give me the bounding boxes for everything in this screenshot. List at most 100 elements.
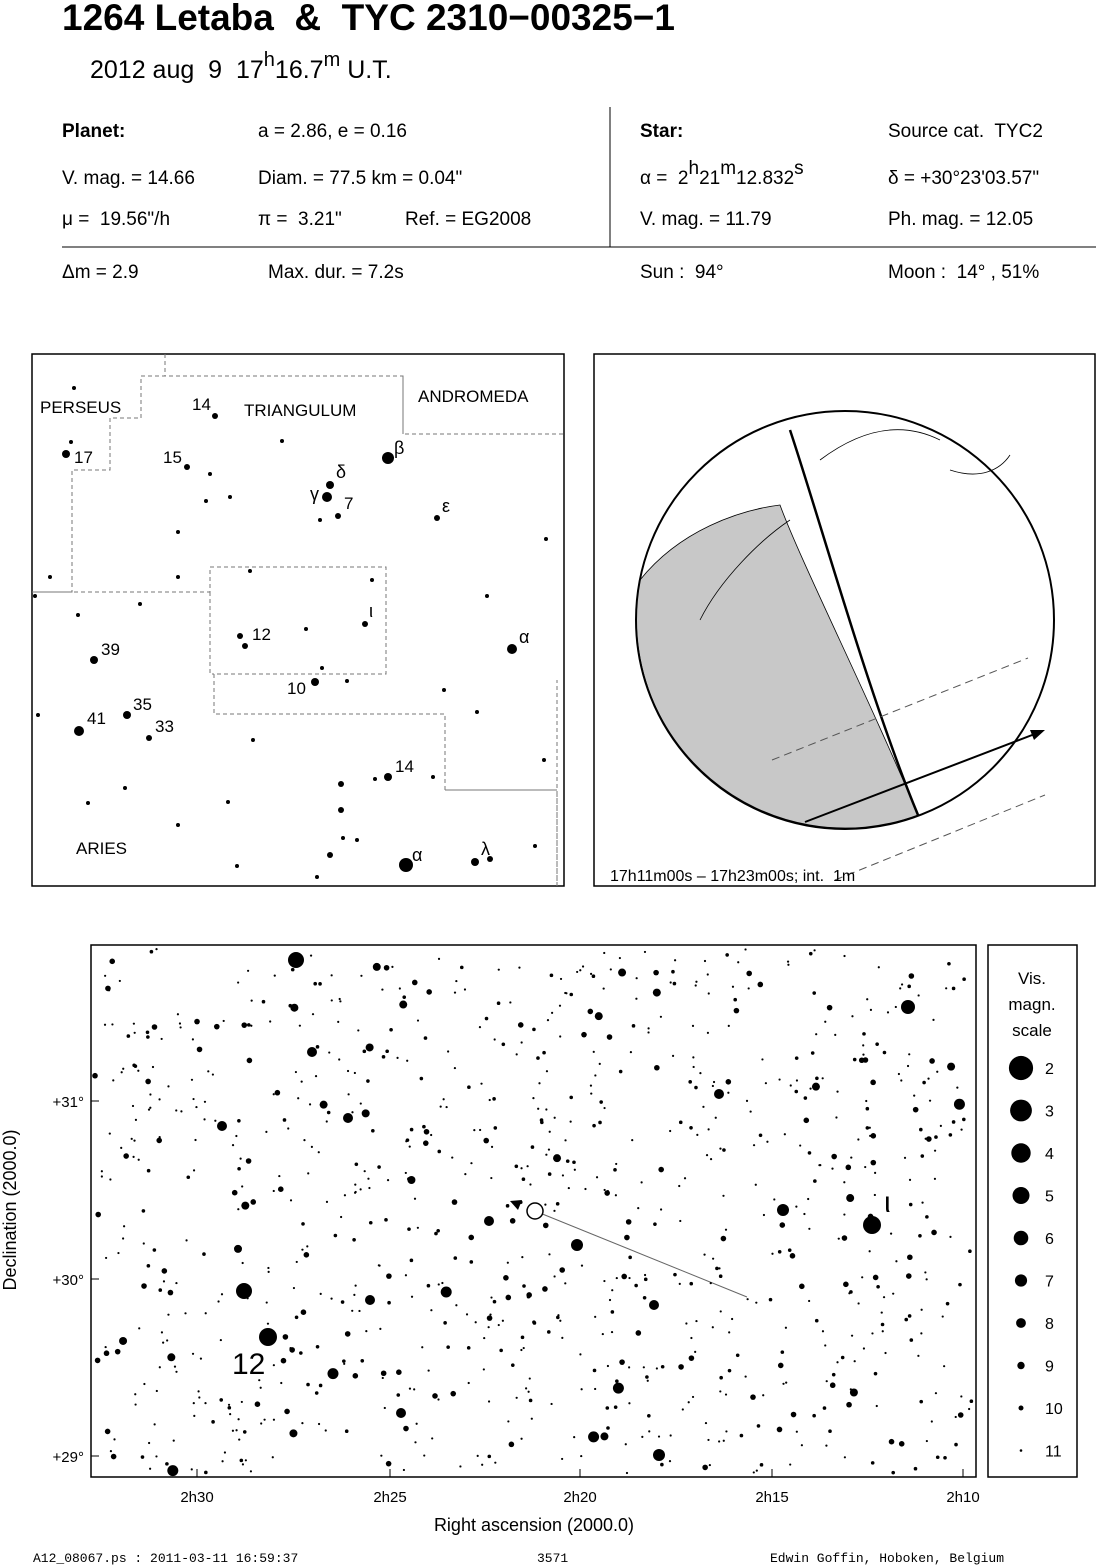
star	[111, 1023, 114, 1026]
star	[815, 1076, 819, 1081]
legend-dot	[1010, 1099, 1032, 1122]
star	[490, 1296, 493, 1299]
star	[241, 1185, 244, 1188]
star	[831, 1372, 836, 1377]
star	[882, 1296, 886, 1299]
star	[266, 1322, 270, 1325]
star	[131, 1104, 135, 1108]
star	[453, 1066, 457, 1070]
star	[843, 1281, 849, 1288]
star	[814, 1318, 819, 1323]
star	[478, 1026, 482, 1029]
star	[876, 1284, 880, 1289]
star	[553, 1209, 556, 1212]
star	[689, 1281, 694, 1286]
star	[161, 1268, 168, 1274]
star	[272, 1093, 275, 1096]
star	[969, 1399, 974, 1404]
star	[338, 781, 344, 787]
field: Source cat. TYC2	[888, 121, 1043, 142]
star	[559, 1267, 566, 1273]
star	[899, 987, 902, 990]
star	[503, 1275, 509, 1281]
star	[718, 1440, 721, 1443]
star	[306, 1245, 309, 1248]
star	[231, 1429, 235, 1432]
star	[692, 1056, 695, 1059]
star	[467, 1381, 470, 1385]
star	[184, 1312, 187, 1315]
star	[175, 1370, 178, 1373]
star	[558, 1004, 562, 1007]
star	[439, 1105, 442, 1108]
x-tick-label: 2h30	[180, 1489, 213, 1506]
star	[719, 1310, 722, 1313]
star	[553, 1275, 556, 1278]
star	[643, 1277, 648, 1282]
star	[787, 1248, 792, 1252]
star	[231, 1189, 238, 1196]
star	[727, 1024, 730, 1027]
star	[918, 1233, 922, 1238]
star	[484, 1016, 489, 1021]
star	[358, 1309, 361, 1313]
star	[287, 1127, 290, 1130]
star	[904, 1317, 909, 1322]
star	[338, 997, 341, 1001]
star	[306, 1382, 310, 1387]
star	[873, 1193, 876, 1197]
star	[381, 1376, 384, 1380]
legend-dot	[1014, 1274, 1028, 1287]
star	[289, 1199, 293, 1202]
star	[718, 1267, 721, 1270]
star	[335, 513, 341, 519]
star	[553, 1116, 556, 1119]
star	[360, 1358, 365, 1363]
star	[960, 1128, 963, 1131]
star	[475, 710, 479, 714]
star	[521, 1256, 524, 1259]
star	[423, 1128, 430, 1135]
field: α = 2h21m12.832s	[640, 158, 804, 189]
star	[447, 1050, 450, 1053]
star	[652, 988, 661, 997]
star	[217, 1121, 227, 1131]
finder-label: 10	[287, 679, 306, 698]
star	[592, 1050, 595, 1053]
star	[629, 1051, 633, 1054]
star	[708, 1463, 711, 1467]
star	[314, 1075, 318, 1078]
star	[895, 1260, 898, 1263]
star	[204, 1312, 207, 1315]
star	[123, 786, 127, 790]
shadow	[635, 504, 919, 829]
star	[195, 1105, 198, 1109]
star	[142, 1242, 145, 1245]
star	[378, 1264, 381, 1267]
star	[470, 1162, 473, 1165]
heading: Planet:	[62, 121, 125, 142]
star	[584, 1187, 587, 1191]
star	[298, 1024, 301, 1027]
star	[219, 1338, 222, 1342]
star	[328, 1051, 331, 1054]
star	[803, 1096, 808, 1100]
star	[149, 1093, 152, 1096]
star	[437, 957, 441, 960]
star	[647, 1027, 650, 1030]
star	[659, 1208, 663, 1211]
star	[755, 1469, 758, 1472]
star	[759, 1463, 764, 1467]
star	[303, 1139, 306, 1142]
x-axis-title: Right ascension (2000.0)	[434, 1515, 634, 1535]
star	[244, 1459, 247, 1462]
star	[288, 1003, 293, 1008]
star	[100, 1175, 103, 1178]
star	[589, 1438, 592, 1441]
star	[487, 1454, 492, 1459]
star	[579, 1353, 582, 1356]
star	[624, 1234, 630, 1241]
star	[642, 1295, 647, 1300]
star	[722, 1439, 725, 1442]
star	[580, 1454, 583, 1458]
